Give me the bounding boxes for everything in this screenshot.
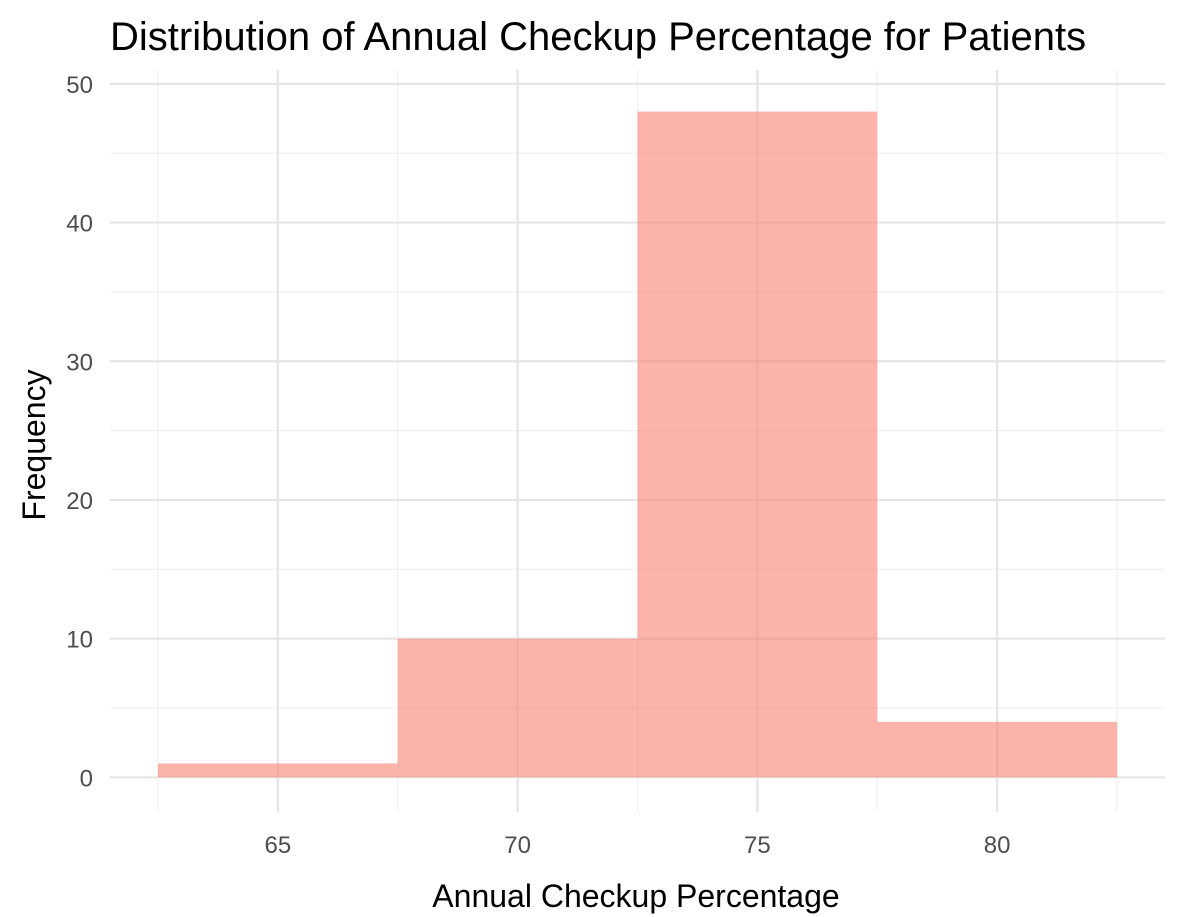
x-tick-labels: 65 70 75 80	[264, 832, 1010, 859]
chart-title: Distribution of Annual Checkup Percentag…	[110, 15, 1086, 59]
x-tick-label: 70	[504, 832, 531, 859]
y-tick-label: 10	[66, 627, 93, 654]
x-axis-title: Annual Checkup Percentage	[432, 878, 839, 914]
y-axis-title: Frequency	[16, 369, 52, 520]
histogram-bar	[397, 638, 638, 778]
y-tick-label: 0	[80, 765, 93, 792]
histogram-bar	[157, 763, 398, 778]
x-tick-label: 80	[984, 832, 1011, 859]
y-tick-labels: 0 10 20 30 40 50	[66, 72, 93, 792]
y-tick-label: 30	[66, 349, 93, 376]
histogram-bar	[877, 721, 1118, 778]
y-tick-label: 40	[66, 211, 93, 238]
x-tick-label: 65	[264, 832, 291, 859]
histogram-bar	[637, 111, 878, 778]
x-tick-label: 75	[744, 832, 771, 859]
y-tick-label: 50	[66, 72, 93, 99]
histogram-bars	[157, 111, 1118, 778]
y-tick-label: 20	[66, 488, 93, 515]
